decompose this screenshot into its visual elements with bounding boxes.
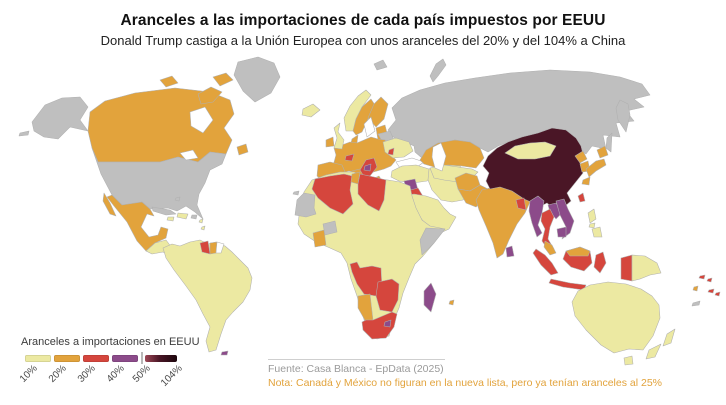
region-zambia-zimbabwe-botswana [375, 278, 400, 313]
region-vietnam [555, 198, 575, 240]
region-greenland [233, 56, 281, 103]
region-ireland [325, 136, 335, 148]
map-regions [18, 56, 721, 366]
region-canada-arctic-2 [197, 86, 223, 105]
legend-color-bar [25, 352, 177, 364]
region-papua-new-guinea [631, 254, 662, 282]
region-finland [367, 96, 389, 128]
legend-swatch-b10 [25, 354, 51, 362]
region-moldova [387, 147, 395, 156]
region-libya [357, 173, 387, 212]
region-canary-islands [292, 190, 300, 196]
region-canada-arctic-1 [159, 75, 179, 88]
region-mauritius [448, 299, 455, 306]
region-japan-hokkaido [596, 145, 609, 159]
region-new-zealand-north [662, 328, 676, 347]
region-kamchatka [615, 99, 631, 133]
region-uk [333, 122, 345, 150]
region-great-lakes [179, 149, 199, 161]
region-australia [571, 281, 661, 354]
region-south-america [162, 239, 253, 353]
region-french-guiana [215, 241, 225, 254]
page-subtitle: Donald Trump castiga a la Unión Europea … [100, 33, 626, 48]
page-title: Aranceles a las importaciones de cada pa… [120, 12, 606, 29]
legend-swatch-b30 [83, 354, 109, 362]
region-lesser-antilles-2 [200, 225, 206, 231]
region-falklands [220, 350, 229, 356]
region-fiji-1 [707, 288, 715, 294]
legend-swatch-b40 [112, 354, 138, 362]
region-hispaniola [176, 212, 189, 220]
region-somalia [419, 227, 446, 256]
legend-title: Aranceles a importaciones en EEUU [21, 336, 200, 348]
region-svalbard [373, 59, 388, 71]
region-iceland [301, 103, 321, 118]
region-solomon-1 [698, 274, 706, 280]
region-south-africa [361, 311, 398, 340]
region-myanmar [528, 195, 545, 238]
region-cuba [151, 206, 177, 216]
region-madagascar [423, 282, 437, 313]
region-fiji-2 [714, 291, 721, 297]
footer-divider [268, 359, 445, 360]
region-cote-divoire [312, 229, 327, 248]
region-bahamas [174, 196, 181, 202]
legend-scale-break [141, 352, 143, 364]
region-lesotho [383, 319, 392, 328]
region-bangladesh [515, 197, 527, 211]
region-indonesia-java [548, 278, 587, 291]
region-china [482, 127, 584, 210]
region-baja-california [102, 192, 117, 217]
region-philippines-visayas [588, 222, 596, 229]
region-philippines-mindanao [591, 226, 603, 238]
region-indonesia-sumatra [532, 248, 559, 276]
source-text: Fuente: Casa Blanca - EpData (2025) [268, 363, 444, 375]
region-mexico [106, 194, 169, 252]
region-baltic-sea [363, 116, 376, 138]
region-taiwan [577, 192, 586, 203]
region-sri-lanka [505, 245, 515, 258]
region-mongolia [504, 141, 557, 160]
region-caspian-sea [431, 142, 447, 172]
region-sakhalin [605, 132, 613, 153]
region-philippines-luzon [587, 208, 597, 224]
region-canada-arctic-3 [212, 72, 234, 87]
region-japan-honshu [585, 158, 607, 178]
region-vanuatu [692, 285, 699, 292]
region-bosnia [363, 163, 372, 172]
note-text: Nota: Canadá y México no figuran en la n… [268, 377, 662, 389]
region-lesser-antilles-1 [198, 218, 204, 224]
region-japan-kyushu [581, 176, 591, 186]
region-western-sahara-mauritania [294, 192, 317, 218]
region-newfoundland [236, 143, 249, 156]
region-aleutians [18, 130, 30, 137]
region-hudson-bay [189, 106, 214, 134]
legend-gradient-swatch [145, 354, 177, 362]
region-jamaica [166, 216, 175, 222]
region-alaska [31, 96, 89, 140]
region-denmark [350, 134, 359, 144]
region-novaya-zemlya [429, 58, 447, 83]
region-tasmania [623, 355, 634, 366]
region-puerto-rico [190, 214, 198, 220]
region-solomon-2 [706, 277, 713, 283]
region-indonesia-papua [620, 254, 633, 282]
region-north-korea [574, 150, 588, 164]
region-new-caledonia [691, 300, 701, 307]
region-malaysia-borneo [565, 246, 591, 257]
region-new-zealand-south [645, 343, 662, 360]
region-malaysia [543, 240, 557, 256]
legend-swatch-b20 [54, 354, 80, 362]
region-switzerland [344, 153, 355, 162]
region-algeria [311, 173, 354, 215]
region-namibia [357, 293, 374, 323]
region-indonesia-sulawesi [593, 251, 607, 274]
region-cambodia [556, 226, 567, 238]
